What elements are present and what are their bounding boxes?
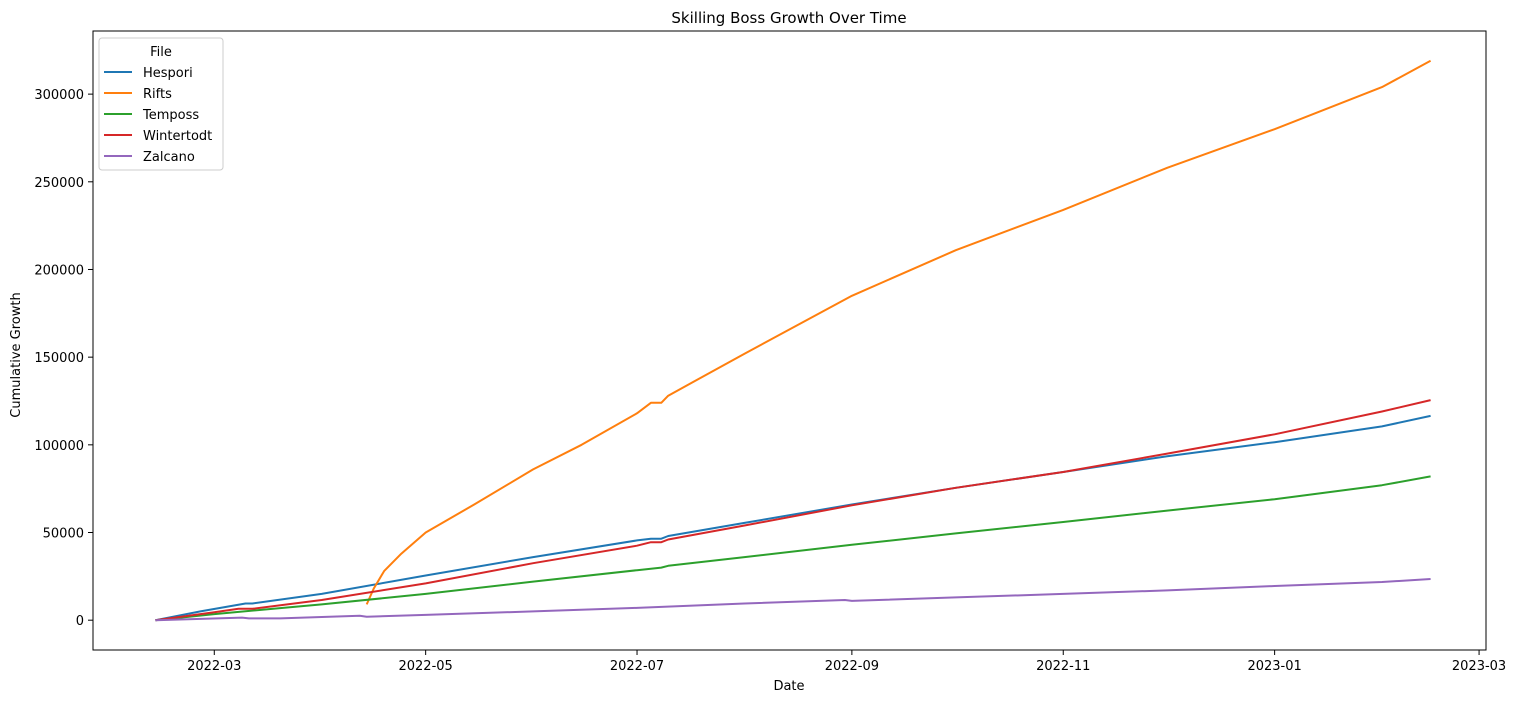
legend-label-temposs: Temposs (142, 108, 199, 123)
x-axis-label: Date (773, 679, 804, 694)
y-axis-label: Cumulative Growth (9, 292, 24, 417)
legend-label-zalcano: Zalcano (143, 150, 195, 165)
legend-items: Hespori Rifts Temposs Wintertodt Zalcano (104, 66, 212, 165)
legend-label-wintertodt: Wintertodt (143, 129, 212, 144)
plot-frame (92, 30, 1487, 651)
plot-area (155, 59, 1432, 622)
series-line-wintertodt (155, 399, 1431, 622)
x-tick-label: 2022-11 (1036, 659, 1090, 674)
series-line-temposs (155, 475, 1431, 622)
legend-label-hespori: Hespori (143, 66, 193, 81)
x-tick-label: 2023-03 (1452, 659, 1506, 674)
x-tick-label: 2023-01 (1247, 659, 1301, 674)
y-tick-label: 250000 (34, 176, 84, 191)
series-line-zalcano (155, 578, 1431, 622)
y-tick-label: 200000 (34, 263, 84, 278)
chart-title: Skilling Boss Growth Over Time (671, 9, 906, 27)
y-tick-label: 50000 (43, 527, 84, 542)
legend: File Hespori Rifts Temposs Wintertodt Zalcan… (98, 37, 224, 171)
y-tick-label: 100000 (34, 439, 84, 454)
series-line-hespori (155, 414, 1431, 622)
y-axis: 0 50000 100000 150000 200000 250000 300000 (34, 88, 93, 629)
y-tick-label: 300000 (34, 88, 84, 103)
x-axis: 2022-03 2022-05 2022-07 2022-09 2022-11 2023-… (187, 650, 1506, 674)
legend-title: File (150, 45, 172, 60)
y-tick-label: 0 (76, 614, 84, 629)
legend-label-rifts: Rifts (143, 87, 172, 102)
x-tick-label: 2022-05 (398, 659, 452, 674)
x-tick-label: 2022-07 (610, 659, 664, 674)
y-tick-label: 150000 (34, 351, 84, 366)
series-line-rifts (365, 59, 1432, 605)
x-tick-label: 2022-03 (187, 659, 241, 674)
x-tick-label: 2022-09 (825, 659, 879, 674)
